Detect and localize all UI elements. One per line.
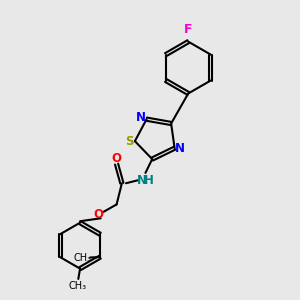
Text: N: N xyxy=(137,174,147,187)
Text: H: H xyxy=(144,174,154,187)
Text: F: F xyxy=(184,23,193,36)
Text: CH₃: CH₃ xyxy=(74,253,92,263)
Text: O: O xyxy=(112,152,122,165)
Text: N: N xyxy=(175,142,185,155)
Text: CH₃: CH₃ xyxy=(69,281,87,291)
Text: N: N xyxy=(136,111,146,124)
Text: O: O xyxy=(93,208,103,221)
Text: S: S xyxy=(125,135,133,148)
